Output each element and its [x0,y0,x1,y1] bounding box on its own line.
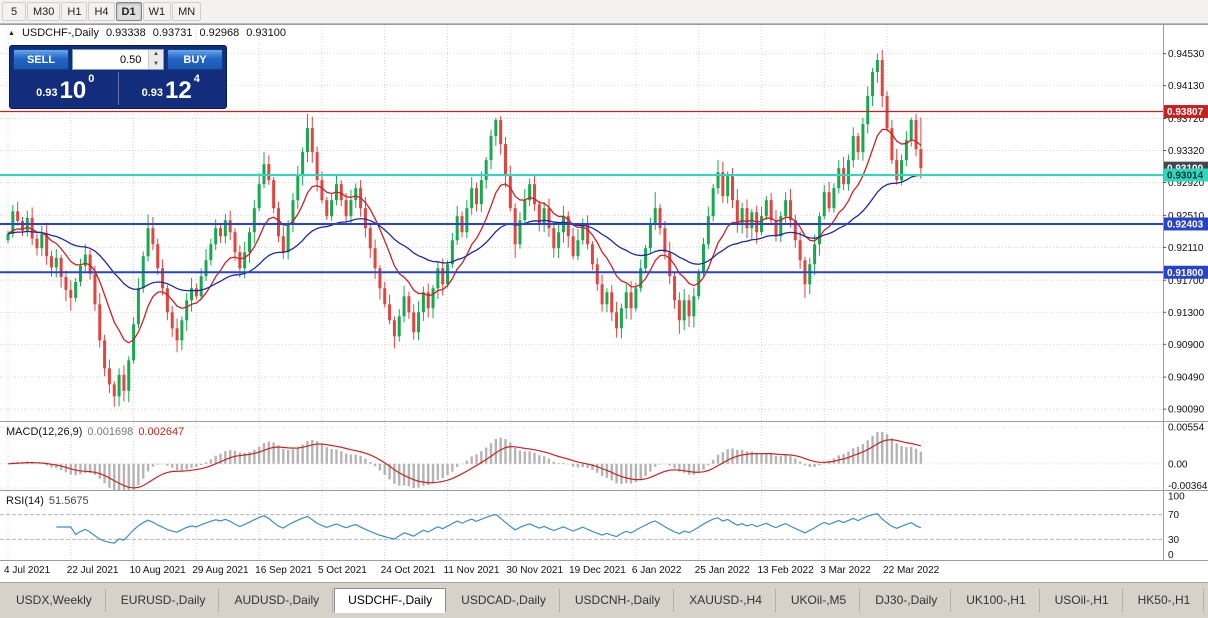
svg-text:0.00554: 0.00554 [1168,423,1205,434]
svg-text:0.91300: 0.91300 [1168,308,1205,319]
sell-price-base: 0.93 [36,87,58,99]
svg-text:6 Jan 2022: 6 Jan 2022 [632,565,682,576]
svg-text:16 Sep 2021: 16 Sep 2021 [255,565,312,576]
timeframe-button-H4[interactable]: H4 [88,2,115,21]
svg-text:0.91800: 0.91800 [1167,268,1204,279]
one-click-trading-panel: SELL ▲ ▼ BUY 0.93 10 0 0.93 12 4 [9,45,227,109]
svg-text:13 Feb 2022: 13 Feb 2022 [757,565,814,576]
lot-decrease-button[interactable]: ▼ [149,59,163,69]
svg-text:0.92920: 0.92920 [1168,178,1205,189]
buy-price-base: 0.93 [141,87,164,99]
chart-tab-USDCHF-Daily[interactable]: USDCHF-,Daily [334,588,447,613]
svg-text:0.92403: 0.92403 [1167,219,1204,230]
svg-text:-0.00364: -0.00364 [1168,481,1208,492]
svg-text:30: 30 [1168,535,1180,546]
timeframe-button-H1[interactable]: H1 [61,2,88,21]
svg-text:4 Jul 2021: 4 Jul 2021 [4,565,51,576]
ohlc-open: 0.93338 [105,27,146,39]
sell-button[interactable]: SELL [13,49,69,70]
svg-text:0.93720: 0.93720 [1168,114,1205,125]
svg-text:10 Aug 2021: 10 Aug 2021 [130,565,187,576]
svg-text:0.90490: 0.90490 [1168,373,1205,384]
svg-text:100: 100 [1168,492,1185,503]
lot-size-input[interactable] [73,50,142,69]
chart-tab-UKOil-M5[interactable]: UKOil-,M5 [776,588,861,613]
svg-text:0.91700: 0.91700 [1168,276,1205,287]
svg-text:0.93320: 0.93320 [1168,146,1205,157]
svg-text:30 Nov 2021: 30 Nov 2021 [506,565,563,576]
svg-text:0.00: 0.00 [1168,459,1188,470]
rsi-title: RSI(14) [6,495,44,507]
svg-text:0.90090: 0.90090 [1168,405,1205,416]
macd-signal-value: 0.002647 [138,426,185,438]
timeframe-button-MN[interactable]: MN [172,2,202,21]
svg-text:19 Dec 2021: 19 Dec 2021 [569,565,626,576]
chart-tab-USDX-Weekly[interactable]: USDX,Weekly [2,588,106,613]
timeframe-toolbar: 5 M30 H1 H4 D1 W1 MN [0,0,1208,24]
svg-text:0.93807: 0.93807 [1167,107,1204,118]
svg-text:5 Oct 2021: 5 Oct 2021 [318,565,367,576]
svg-text:24 Oct 2021: 24 Oct 2021 [381,565,436,576]
lot-size-field[interactable]: ▲ ▼ [72,49,164,70]
chart-tab-DJ30-Daily[interactable]: DJ30-,Daily [861,588,952,613]
timeframe-button-5[interactable]: 5 [2,2,26,21]
macd-indicator-label: MACD(12,26,9) 0.001698 0.002647 [6,426,184,438]
svg-text:29 Aug 2021: 29 Aug 2021 [192,565,249,576]
ohlc-high: 0.93731 [152,27,193,39]
svg-text:22 Jul 2021: 22 Jul 2021 [67,565,119,576]
rsi-value: 51.5675 [48,495,89,507]
timeframe-button-M30[interactable]: M30 [27,2,61,21]
buy-button[interactable]: BUY [167,49,223,70]
lot-increase-button[interactable]: ▲ [149,50,163,60]
chart-tab-HK50-H1[interactable]: HK50-,H1 [1123,588,1205,613]
svg-text:0.94130: 0.94130 [1168,81,1205,92]
svg-text:22 Mar 2022: 22 Mar 2022 [883,565,940,576]
ohlc-close: 0.93100 [246,27,286,39]
macd-main-value: 0.001698 [87,426,134,438]
svg-text:70: 70 [1168,510,1180,521]
chart-title: USDCHF-,Daily [21,27,99,39]
svg-text:0: 0 [1168,550,1174,561]
ohlc-low: 0.92968 [199,27,240,39]
lot-spinner: ▲ ▼ [148,50,163,69]
chart-ohlc-header: ▲ USDCHF-,Daily 0.93338 0.93731 0.92968 … [8,27,286,39]
chart-tab-EURUSD-Daily[interactable]: EURUSD-,Daily [106,588,220,613]
chart-tab-USDCNH-Daily[interactable]: USDCNH-,Daily [560,588,675,613]
svg-text:3 Mar 2022: 3 Mar 2022 [820,565,871,576]
timeframe-button-W1[interactable]: W1 [142,2,172,21]
timeframe-button-D1[interactable]: D1 [115,2,142,21]
buy-price-pips: 12 [165,77,192,104]
chart-tab-USOil-H1[interactable]: USOil-,H1 [1040,588,1123,613]
rsi-indicator-label: RSI(14) 51.5675 [6,495,89,507]
chart-canvas[interactable]: 0.94530 0.94130 0.93720 0.93320 0.92920 0.925… [0,0,1208,582]
svg-text:0.93014: 0.93014 [1167,171,1204,182]
svg-text:0.94530: 0.94530 [1168,49,1205,60]
chart-tab-XAUUSD-H4[interactable]: XAUUSD-,H4 [675,588,776,613]
macd-title: MACD(12,26,9) [6,426,83,438]
buy-price-point: 4 [193,73,200,85]
chart-tab-bar: USDX,Weekly EURUSD-,Daily AUDUSD-,Daily USD… [0,582,1208,618]
svg-text:25 Jan 2022: 25 Jan 2022 [695,565,750,576]
svg-text:11 Nov 2021: 11 Nov 2021 [444,565,500,576]
buy-price[interactable]: 0.93 12 4 [117,72,224,105]
chart-tab-AUDUSD-Daily[interactable]: AUDUSD-,Daily [220,588,334,613]
sell-price[interactable]: 0.93 10 0 [13,72,118,105]
sell-price-point: 0 [88,73,95,85]
chart-tab-UK100-H1[interactable]: UK100-,H1 [952,588,1040,613]
sell-price-pips: 10 [59,77,87,104]
svg-text:0.92110: 0.92110 [1168,243,1204,254]
chart-tab-USDCAD-Daily[interactable]: USDCAD-,Daily [447,588,560,613]
svg-text:0.92510: 0.92510 [1168,211,1205,222]
svg-text:0.90900: 0.90900 [1168,340,1205,351]
chart-window-icon: ▲ [8,29,15,37]
